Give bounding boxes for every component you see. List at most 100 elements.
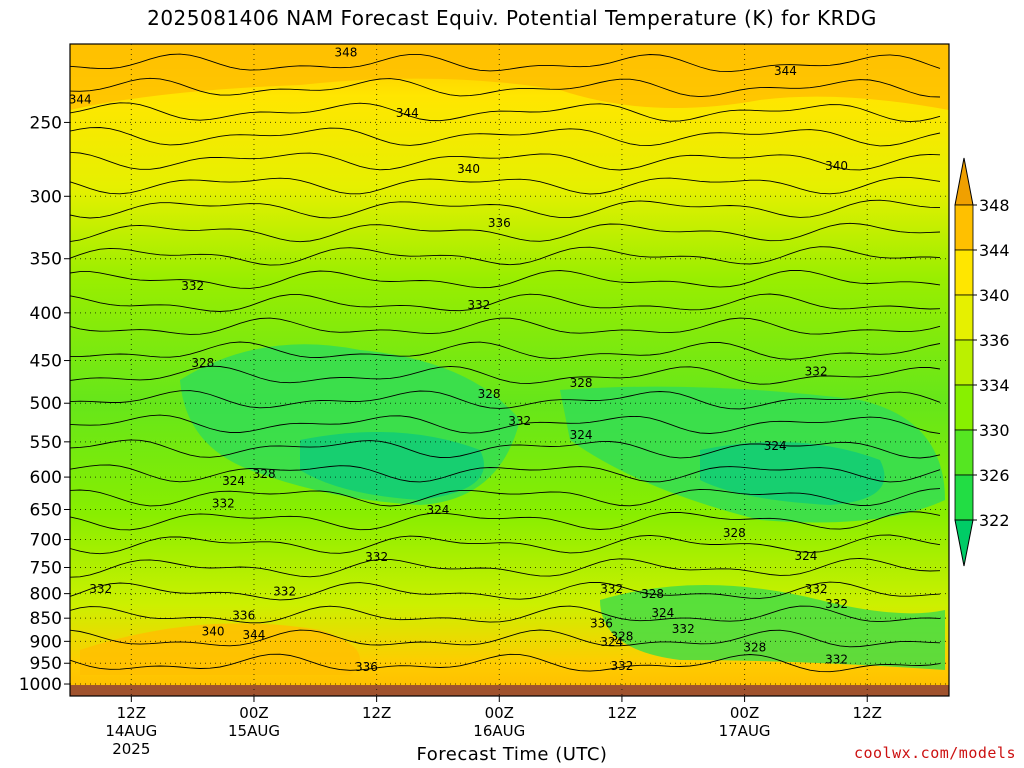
y-tick-label: 750 (30, 558, 62, 578)
contour-label: 332 (273, 585, 296, 599)
y-tick-label: 350 (30, 250, 62, 270)
contour-line (69, 629, 941, 648)
contour-line (69, 77, 941, 98)
x-axis-title: Forecast Time (UTC) (416, 744, 608, 765)
contour-label: 328 (570, 376, 593, 390)
colorbar-label: 326 (979, 466, 1010, 485)
plot-frame (69, 43, 950, 697)
colorbar-label: 336 (979, 331, 1010, 350)
colorbar-label: 344 (979, 241, 1010, 260)
contour-label: 344 (69, 93, 92, 107)
x-tick-year: 2025 (112, 740, 150, 758)
colorbar-segment (954, 339, 974, 386)
colorbar-label: 330 (979, 421, 1010, 440)
contour-label: 340 (202, 624, 225, 638)
contour-line (69, 199, 941, 219)
y-tick-label: 250 (30, 113, 62, 133)
contour-label: 332 (212, 497, 235, 511)
y-tick-label: 550 (30, 433, 62, 453)
y-tick-label: 1000 (19, 675, 62, 695)
min-theta-region (300, 432, 484, 500)
contour-line (69, 151, 941, 171)
x-tick-label: 00Z (485, 704, 514, 722)
contour-line (69, 581, 941, 601)
colorbar-segment (954, 249, 974, 296)
y-tick-label: 600 (30, 468, 62, 488)
x-tick-label: 12Z (362, 704, 391, 722)
contour-label: 324 (651, 606, 674, 620)
contour-label: 332 (805, 582, 828, 596)
contour-label: 328 (253, 467, 276, 481)
grid (70, 44, 949, 696)
y-tick-label: 300 (30, 187, 62, 207)
contour-label: 332 (181, 279, 204, 293)
contour-line (69, 534, 941, 555)
colorbar-label: 348 (979, 196, 1010, 215)
y-tick-label: 400 (30, 304, 62, 324)
colorbar-label: 334 (979, 376, 1010, 395)
colorbar-segment (954, 294, 974, 341)
contour-label: 332 (508, 414, 531, 428)
contour-label: 336 (355, 660, 378, 674)
contour-label: 332 (89, 582, 112, 596)
x-tick-label: 00Z (730, 704, 759, 722)
y-tick-label: 900 (30, 632, 62, 652)
y-tick-label: 800 (30, 585, 62, 605)
contour-line (69, 293, 941, 312)
x-tick-date: 17AUG (719, 722, 771, 740)
x-tick-date: 14AUG (105, 722, 157, 740)
contour-label: 332 (825, 597, 848, 611)
colorbar: 348 344 340 336 334 330 326 322 (954, 157, 1010, 567)
contour-label: 336 (232, 608, 255, 622)
contour-label: 332 (600, 582, 623, 596)
x-tick-date: 16AUG (473, 722, 525, 740)
y-tick-label: 850 (30, 609, 62, 629)
contour-line (69, 176, 941, 195)
min-theta-region (700, 442, 885, 505)
low-theta-region (600, 585, 945, 670)
contour-line (69, 557, 941, 578)
x-tick-date: 15AUG (228, 722, 280, 740)
x-tick-label: 12Z (853, 704, 882, 722)
y-tick-label: 500 (30, 394, 62, 414)
contour-label: 344 (396, 106, 419, 120)
contour-label: 344 (243, 628, 266, 642)
colorbar-label: 322 (979, 511, 1010, 530)
contour-line (69, 222, 941, 243)
x-tick-label: 00Z (239, 704, 268, 722)
site-credit: coolwx.com/models (853, 744, 1016, 762)
contour-line (69, 605, 941, 624)
contour-line (69, 102, 941, 123)
contour-label: 324 (222, 474, 245, 488)
contour-label: 324 (570, 428, 593, 442)
contour-label: 336 (590, 616, 613, 630)
contour-line (69, 390, 941, 410)
y-tick-label: 450 (30, 352, 62, 372)
contour-label: 348 (335, 45, 358, 59)
contour-label: 340 (457, 162, 480, 176)
contour-line (69, 414, 941, 435)
x-tick-label: 12Z (607, 704, 636, 722)
contour-label: 328 (743, 641, 766, 655)
x-tick-label: 12Z (117, 704, 146, 722)
colorbar-min-arrow (954, 519, 974, 567)
contour-label: 332 (610, 659, 633, 673)
contour-label: 324 (794, 549, 817, 563)
colorbar-segment (954, 429, 974, 476)
contour-line (69, 341, 941, 360)
contour-label: 324 (600, 635, 623, 649)
contour-line (69, 365, 941, 385)
contour-label: 328 (641, 587, 664, 601)
contour-label: 324 (764, 439, 787, 453)
contour-line (69, 269, 941, 289)
high-theta-region (70, 44, 949, 110)
contour-label: 328 (478, 387, 501, 401)
contour-line (69, 511, 941, 531)
contour-label: 340 (825, 159, 848, 173)
contour-label: 332 (365, 550, 388, 564)
contour-lines (69, 53, 941, 673)
contour-label: 328 (191, 356, 214, 370)
